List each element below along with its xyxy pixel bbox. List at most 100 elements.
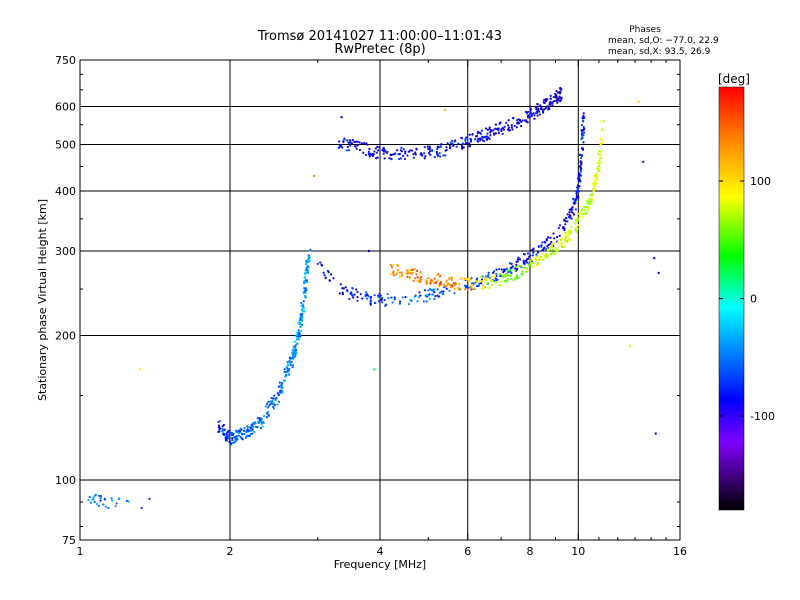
data-point bbox=[532, 251, 535, 254]
data-point bbox=[566, 220, 569, 223]
data-point bbox=[474, 135, 478, 138]
data-point bbox=[513, 124, 516, 128]
data-point bbox=[568, 214, 571, 217]
data-point bbox=[418, 291, 421, 294]
data-point bbox=[460, 276, 463, 280]
data-point bbox=[442, 154, 445, 157]
data-point bbox=[485, 277, 488, 280]
data-point bbox=[114, 504, 117, 508]
data-point bbox=[582, 112, 585, 115]
data-point bbox=[567, 215, 570, 219]
data-point bbox=[290, 352, 294, 355]
data-point bbox=[454, 139, 457, 142]
data-point bbox=[435, 150, 438, 154]
data-point bbox=[361, 297, 364, 300]
data-point bbox=[374, 301, 377, 304]
data-point bbox=[495, 280, 498, 284]
data-point bbox=[536, 103, 539, 106]
data-point bbox=[494, 277, 497, 280]
data-point bbox=[398, 271, 401, 274]
y-tick-label: 750 bbox=[55, 54, 76, 67]
data-point bbox=[263, 414, 266, 418]
data-point bbox=[544, 98, 547, 101]
data-point bbox=[386, 292, 389, 296]
data-point bbox=[449, 145, 452, 148]
data-point bbox=[582, 141, 585, 144]
data-point bbox=[590, 201, 594, 204]
data-point bbox=[535, 106, 538, 109]
data-point bbox=[300, 318, 303, 322]
data-point bbox=[235, 435, 238, 438]
data-point bbox=[512, 279, 515, 282]
data-point bbox=[425, 300, 428, 303]
data-point bbox=[411, 271, 414, 275]
data-point bbox=[378, 146, 381, 149]
data-point bbox=[508, 129, 511, 132]
data-point bbox=[246, 426, 249, 429]
data-point bbox=[580, 129, 583, 132]
data-point bbox=[542, 247, 545, 250]
data-point bbox=[492, 129, 495, 132]
data-point bbox=[519, 264, 523, 268]
data-point bbox=[590, 192, 594, 195]
data-point bbox=[488, 286, 491, 289]
data-point bbox=[274, 399, 277, 402]
data-point bbox=[420, 275, 423, 279]
data-point bbox=[537, 110, 541, 113]
data-point bbox=[485, 282, 488, 285]
data-point bbox=[294, 348, 297, 352]
data-point bbox=[489, 279, 492, 282]
data-point bbox=[469, 278, 472, 281]
data-point bbox=[534, 257, 537, 261]
data-point bbox=[458, 282, 461, 286]
data-point bbox=[277, 393, 281, 396]
data-point bbox=[521, 119, 524, 122]
data-point bbox=[463, 284, 466, 287]
colorbar-tick-label: 0 bbox=[750, 293, 757, 306]
data-point bbox=[443, 108, 447, 112]
data-point bbox=[528, 116, 531, 119]
data-point bbox=[545, 239, 548, 242]
data-point bbox=[266, 406, 269, 409]
data-point bbox=[589, 194, 592, 197]
data-point bbox=[654, 432, 657, 435]
data-point bbox=[365, 297, 369, 300]
data-point bbox=[543, 108, 546, 111]
data-point bbox=[497, 131, 500, 135]
data-point bbox=[419, 153, 422, 156]
data-point bbox=[329, 273, 333, 276]
data-point bbox=[468, 144, 472, 148]
data-point bbox=[480, 129, 484, 132]
data-point bbox=[498, 122, 501, 125]
data-point bbox=[569, 229, 572, 232]
data-point bbox=[549, 94, 552, 97]
data-point bbox=[393, 296, 396, 299]
data-point bbox=[306, 258, 309, 261]
data-point bbox=[227, 429, 230, 432]
data-point bbox=[480, 287, 484, 290]
data-point bbox=[245, 430, 248, 434]
data-point bbox=[306, 272, 309, 275]
data-point bbox=[559, 239, 562, 242]
data-point bbox=[369, 296, 373, 299]
data-point bbox=[491, 279, 494, 283]
data-point bbox=[341, 146, 344, 149]
data-point bbox=[465, 136, 468, 139]
data-point bbox=[565, 216, 568, 220]
data-point bbox=[393, 153, 396, 156]
data-point bbox=[536, 261, 539, 264]
data-point bbox=[356, 299, 359, 302]
data-point bbox=[537, 108, 540, 111]
data-point bbox=[399, 149, 402, 152]
data-point bbox=[598, 159, 601, 162]
data-point bbox=[574, 201, 577, 204]
y-tick-label: 400 bbox=[55, 185, 76, 198]
data-point bbox=[480, 278, 484, 281]
data-point bbox=[407, 150, 410, 153]
data-point bbox=[589, 203, 592, 206]
data-point bbox=[270, 396, 273, 400]
data-point bbox=[300, 329, 303, 332]
data-point bbox=[557, 249, 560, 252]
data-point bbox=[438, 291, 441, 294]
data-point bbox=[507, 126, 511, 129]
